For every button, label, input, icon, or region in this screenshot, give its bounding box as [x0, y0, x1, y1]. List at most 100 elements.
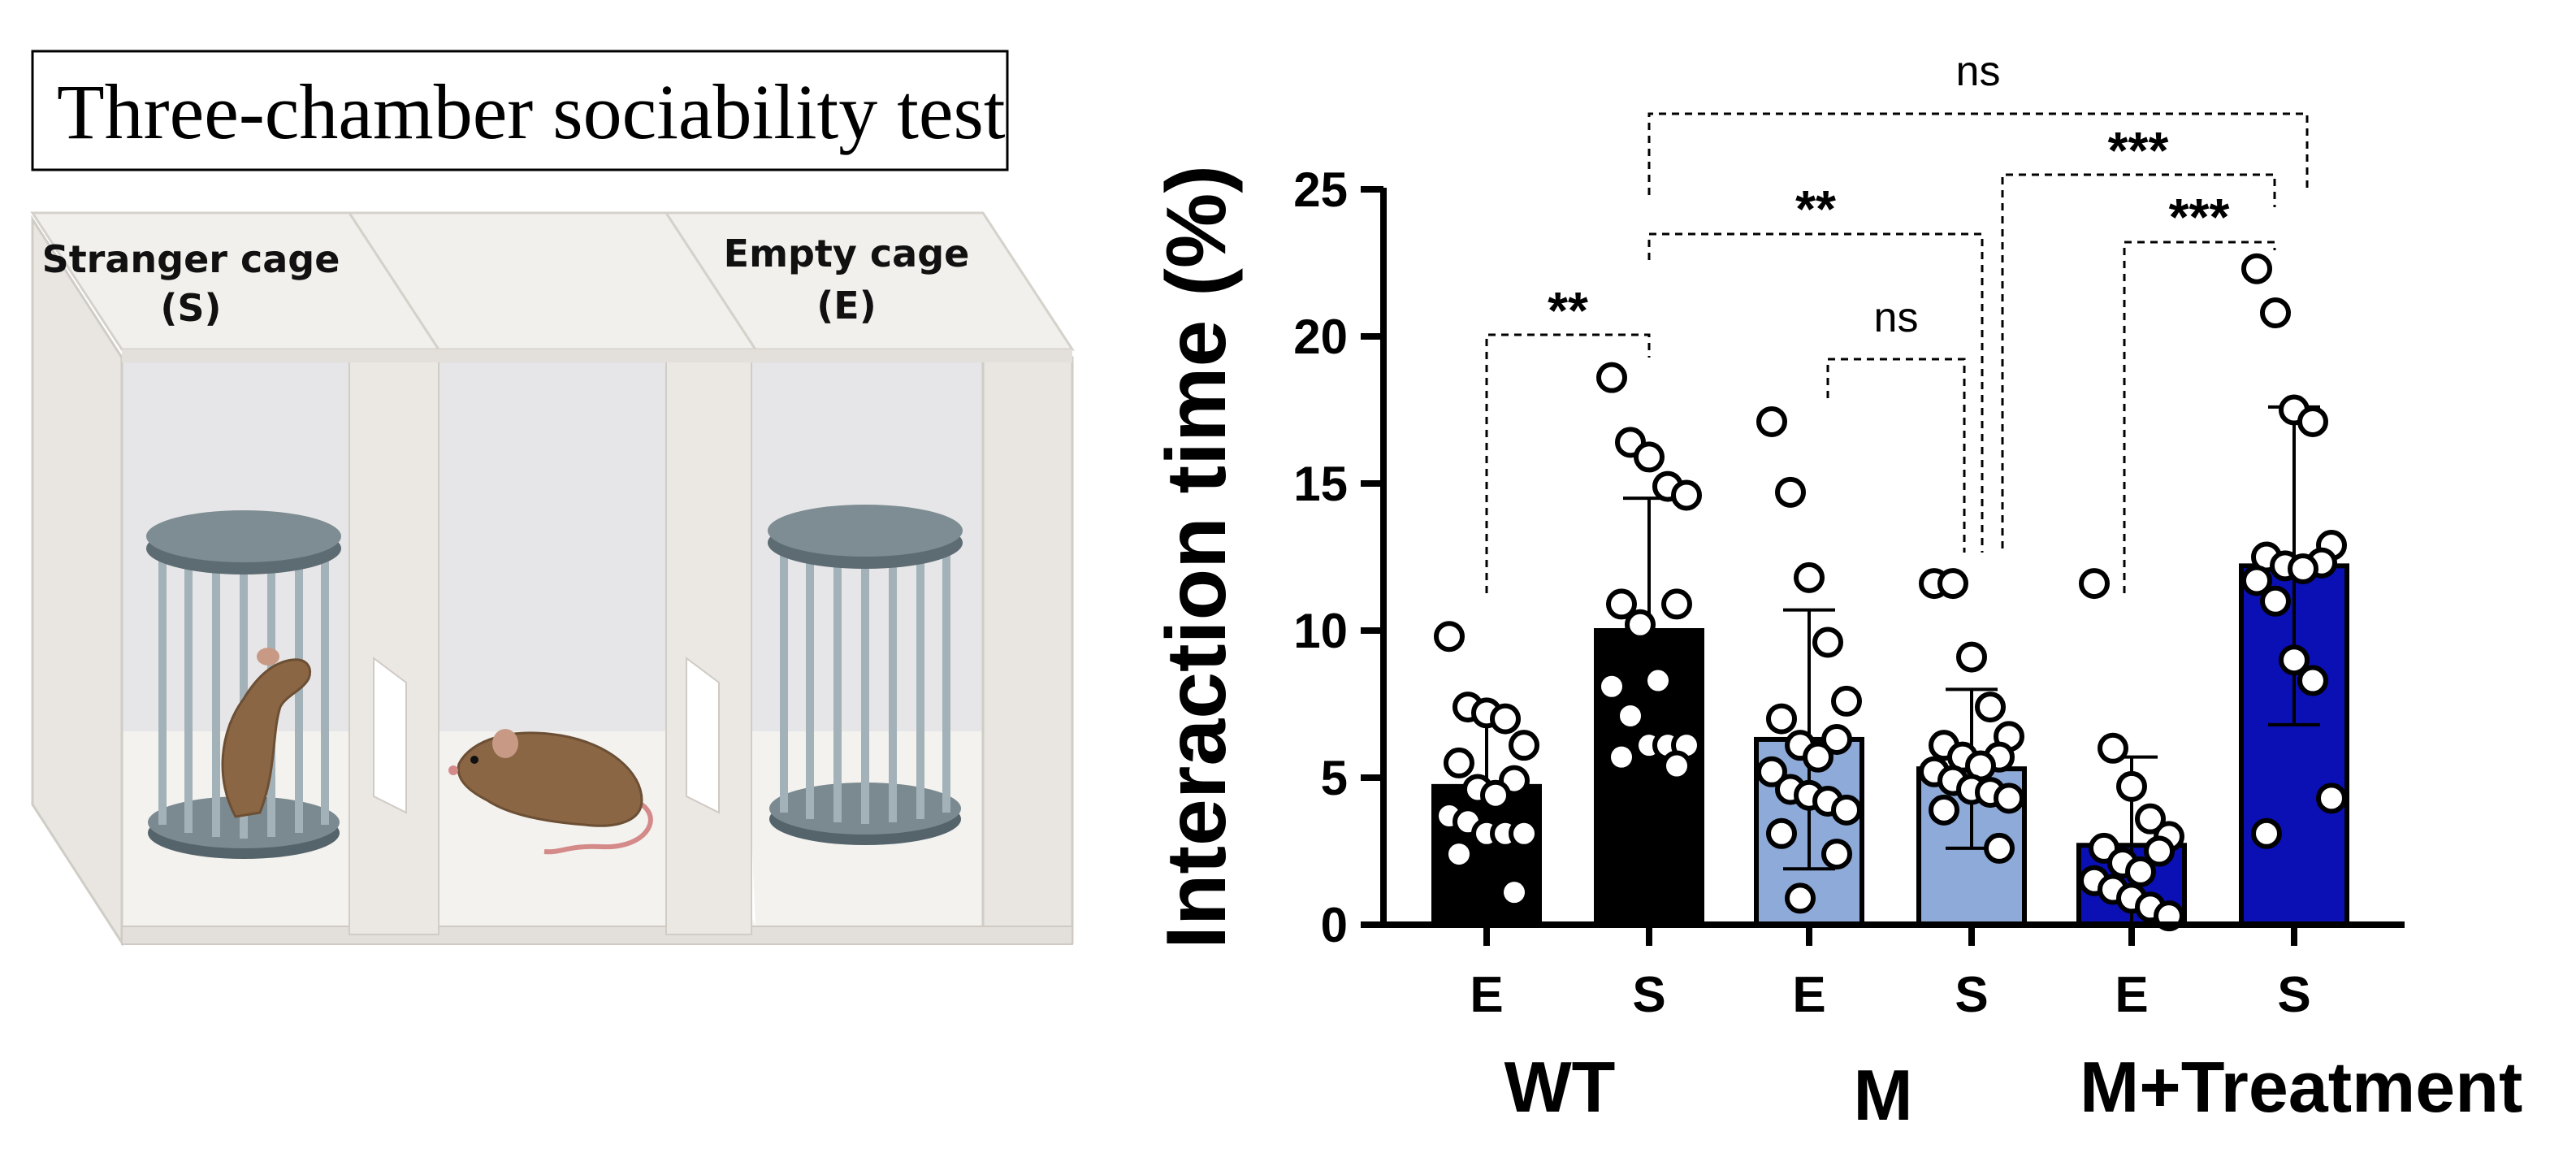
data-point — [1643, 665, 1673, 696]
y-tick-label: 0 — [1321, 898, 1348, 952]
data-point — [1625, 609, 1656, 640]
bars — [1431, 563, 2349, 928]
significance-label: ns — [1874, 294, 1919, 341]
data-point — [1606, 741, 1637, 773]
data-point — [1994, 783, 2024, 814]
data-point — [2251, 817, 2282, 849]
front-edge — [121, 926, 1073, 945]
significance-label: ** — [1548, 281, 1588, 340]
significance-brackets: ** ** ns ns ****** — [1485, 48, 2309, 593]
data-point — [1766, 817, 1797, 849]
data-point — [2116, 770, 2147, 802]
data-point — [1956, 641, 1987, 673]
data-point — [1984, 832, 2015, 864]
x-category-label: S — [1632, 967, 1665, 1023]
back-wall-middle — [439, 358, 674, 731]
divider-right — [665, 357, 752, 935]
data-point — [2144, 835, 2175, 867]
data-point — [1499, 877, 1530, 908]
x-category-label: E — [2115, 967, 2148, 1023]
significance-label: *** — [2169, 188, 2230, 246]
data-point — [1766, 703, 1797, 735]
y-tick-label: 10 — [1293, 604, 1348, 658]
data-point — [1975, 692, 2006, 723]
significance-bracket — [1826, 358, 1966, 553]
data-point — [2135, 803, 2166, 835]
data-point — [2079, 568, 2110, 600]
significance-label: *** — [2108, 121, 2169, 180]
empty-cage-label: Empty cage — [724, 232, 970, 275]
data-point — [1509, 730, 1539, 761]
group-label: WT — [1504, 1047, 1616, 1127]
data-point — [1444, 747, 1474, 778]
data-point — [2241, 565, 2272, 596]
data-point — [2260, 297, 2291, 329]
side-wall-right — [981, 356, 1074, 944]
data-point — [1831, 794, 1862, 826]
data-point — [1444, 839, 1474, 870]
significance-bracket — [2001, 173, 2276, 548]
data-point — [2288, 553, 2318, 584]
data-point — [1937, 568, 1968, 600]
title-box — [31, 50, 1009, 171]
significance-bracket — [1647, 232, 1984, 553]
significance-label: ns — [1956, 48, 2001, 95]
significance-bracket — [1485, 333, 1651, 593]
stranger-cage-label: Stranger cage — [42, 237, 340, 281]
data-point — [1775, 476, 1806, 508]
group-label: M+Treatment — [2080, 1047, 2522, 1127]
bar-chart: Interaction time (%) 0 5 10 15 20 25 E S E S E S W… — [1149, 48, 2522, 1135]
data-points — [1434, 253, 2347, 932]
group-label: M — [1853, 1055, 1912, 1135]
data-point — [1821, 839, 1852, 870]
data-point — [1615, 700, 1646, 731]
significance-bracket — [2123, 241, 2276, 593]
x-category-label: E — [1792, 967, 1825, 1023]
data-point — [2297, 405, 2328, 437]
doorway-left — [373, 657, 407, 814]
x-category-label: S — [1955, 967, 1988, 1023]
group-labels: WT M M+Treatment — [1504, 1047, 2523, 1135]
data-point — [1794, 561, 1825, 593]
x-category-label: S — [2277, 967, 2310, 1023]
data-point — [1661, 750, 1692, 782]
stranger-mouse — [221, 658, 312, 818]
data-point — [1596, 670, 1627, 702]
data-point — [1671, 479, 1702, 511]
data-point — [2241, 253, 2272, 284]
data-point — [1756, 756, 1787, 787]
y-tick-label: 20 — [1293, 310, 1348, 364]
significance-bracket — [1647, 112, 2309, 195]
doorway-right — [686, 657, 720, 814]
data-point — [1821, 723, 1852, 755]
data-point — [1434, 621, 1465, 653]
error-bars — [1461, 405, 2320, 926]
significance-label: ** — [1795, 180, 1836, 238]
data-point — [2279, 644, 2310, 676]
data-point — [1596, 362, 1627, 393]
data-point — [1785, 882, 1816, 914]
data-point — [2297, 665, 2328, 696]
stranger-cage-code: (S) — [160, 286, 221, 330]
y-axis-title: Interaction time (%) — [1149, 165, 1244, 949]
data-point — [1803, 741, 1834, 773]
stranger-cage — [146, 510, 341, 859]
data-point — [1929, 794, 1959, 826]
data-point — [2260, 585, 2291, 617]
three-chamber-diagram: Three-chamber sociability test Stranger … — [30, 50, 1075, 947]
data-point — [1831, 685, 1862, 717]
data-point — [1756, 405, 1787, 437]
test-mouse — [448, 729, 653, 855]
data-point — [2125, 856, 2156, 887]
x-category-label: E — [1470, 967, 1503, 1023]
empty-cage-code: (E) — [816, 284, 876, 327]
data-point — [1634, 441, 1665, 473]
diagram-title: Three-chamber sociability test — [57, 68, 1006, 155]
data-point — [1509, 817, 1539, 849]
y-tick-label: 15 — [1293, 457, 1348, 511]
divider-left — [349, 357, 439, 935]
y-axis: 0 5 10 15 20 25 — [1293, 163, 1387, 952]
y-tick-label: 5 — [1321, 751, 1348, 805]
data-point — [1812, 627, 1843, 658]
